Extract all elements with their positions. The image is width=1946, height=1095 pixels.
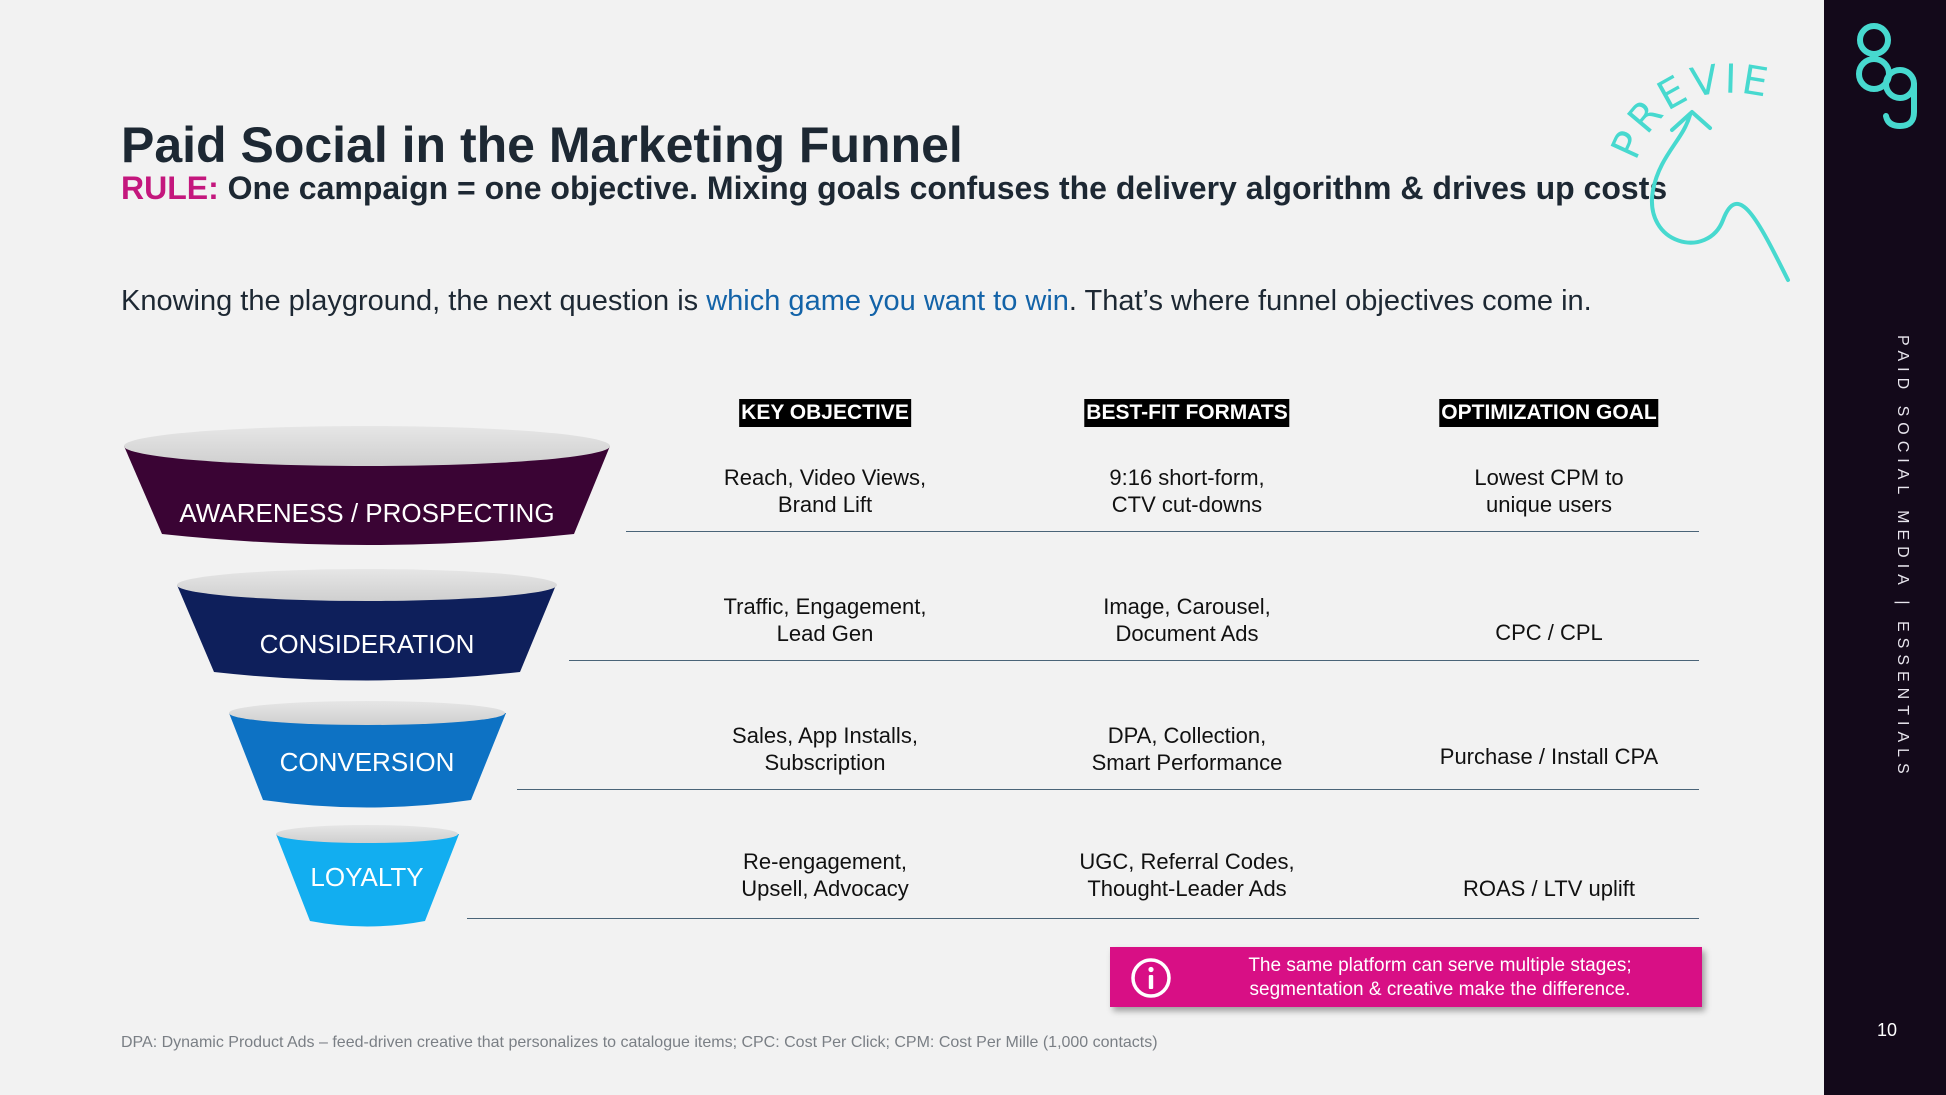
row-divider <box>467 918 1699 919</box>
cell-conversion-goal: Purchase / Install CPA <box>1399 743 1699 770</box>
info-callout: The same platform can serve multiple sta… <box>1110 947 1702 1007</box>
preview-stamp: PREVIEW <box>1608 30 1790 282</box>
funnel-band-loyalty-rim <box>276 825 458 843</box>
cell-awareness-objective: Reach, Video Views, Brand Lift <box>675 464 975 518</box>
marketing-funnel: AWARENESS / PROSPECTING CONSIDERATION CO… <box>124 426 610 927</box>
funnel-band-awareness[interactable]: AWARENESS / PROSPECTING <box>124 426 610 545</box>
preview-arrow-icon <box>1649 113 1790 282</box>
funnel-band-awareness-body <box>124 446 610 545</box>
cell-line: 9:16 short-form, <box>1109 465 1265 490</box>
cell-line: Upsell, Advocacy <box>741 876 909 901</box>
brand-logo <box>1856 23 1917 130</box>
preview-stamp-text: PREVIEW <box>1608 30 1771 166</box>
info-icon <box>1131 958 1171 998</box>
row-divider <box>569 660 1699 661</box>
funnel-band-consideration-body <box>177 585 556 681</box>
funnel-band-conversion-rim <box>229 701 505 725</box>
preview-arrowhead-icon <box>1670 110 1712 132</box>
funnel-label-conversion: CONVERSION <box>280 747 455 777</box>
cell-consideration-formats: Image, Carousel, Document Ads <box>1037 593 1337 647</box>
intro-text: Knowing the playground, the next questio… <box>121 285 1592 318</box>
cell-conversion-formats: DPA, Collection, Smart Performance <box>1037 722 1337 776</box>
funnel-band-conversion[interactable]: CONVERSION <box>229 701 506 808</box>
cell-line: Document Ads <box>1115 621 1259 646</box>
cell-line: Subscription <box>764 750 886 775</box>
cell-line: Lowest CPM to <box>1474 465 1624 490</box>
cell-loyalty-goal: ROAS / LTV uplift <box>1399 875 1699 902</box>
funnel-band-consideration-rim <box>177 569 557 601</box>
cell-loyalty-formats: UGC, Referral Codes, Thought-Leader Ads <box>1037 848 1337 902</box>
funnel-label-consideration: CONSIDERATION <box>260 629 475 659</box>
funnel-band-loyalty[interactable]: LOYALTY <box>276 825 459 927</box>
cell-line: ROAS / LTV uplift <box>1463 876 1635 901</box>
side-panel <box>1824 0 1946 1095</box>
cell-conversion-objective: Sales, App Installs, Subscription <box>675 722 975 776</box>
cell-awareness-goal: Lowest CPM to unique users <box>1399 464 1699 518</box>
side-label: PAID SOCIAL MEDIA | ESSENTIALS <box>1894 335 1911 780</box>
cell-consideration-objective: Traffic, Engagement, Lead Gen <box>675 593 975 647</box>
cell-line: Image, Carousel, <box>1103 594 1271 619</box>
column-header-key-objective: KEY OBJECTIVE <box>739 399 911 427</box>
cell-line: Sales, App Installs, <box>732 723 918 748</box>
cell-line: Brand Lift <box>777 492 873 517</box>
cell-line: CTV cut-downs <box>1111 492 1263 517</box>
cell-line: Thought-Leader Ads <box>1087 876 1287 901</box>
cell-line: CPC / CPL <box>1495 620 1603 645</box>
cell-loyalty-objective: Re-engagement, Upsell, Advocacy <box>675 848 975 902</box>
funnel-band-awareness-rim <box>124 426 610 466</box>
rule-tag: RULE: <box>121 170 219 206</box>
rule-subtitle: RULE: One campaign = one objective. Mixi… <box>121 170 1667 207</box>
svg-text:PREVIEW: PREVIEW <box>1608 30 1775 166</box>
funnel-band-loyalty-body <box>276 834 459 927</box>
page-number: 10 <box>1876 1020 1898 1040</box>
funnel-label-awareness: AWARENESS / PROSPECTING <box>179 498 554 528</box>
cell-line: Traffic, Engagement, <box>723 594 927 619</box>
intro-before: Knowing the playground, the next questio… <box>121 285 707 317</box>
callout-text: The same platform can serve multiple sta… <box>1190 954 1690 1002</box>
cell-line: Re-engagement, <box>743 849 907 874</box>
footnote: DPA: Dynamic Product Ads – feed-driven c… <box>121 1034 1158 1051</box>
callout-line: The same platform can serve multiple sta… <box>1248 955 1632 976</box>
page-title: Paid Social in the Marketing Funnel <box>121 117 963 173</box>
cell-line: Purchase / Install CPA <box>1439 744 1659 769</box>
cell-line: Smart Performance <box>1091 750 1283 775</box>
row-divider <box>517 789 1699 790</box>
rule-text: One campaign = one objective. Mixing goa… <box>218 170 1668 206</box>
cell-line: unique users <box>1486 492 1612 517</box>
cell-awareness-formats: 9:16 short-form, CTV cut-downs <box>1037 464 1337 518</box>
column-header-goal: OPTIMIZATION GOAL <box>1439 399 1659 427</box>
cell-consideration-goal: CPC / CPL <box>1399 619 1699 646</box>
funnel-band-conversion-body <box>229 713 506 808</box>
column-header-formats: BEST-FIT FORMATS <box>1084 399 1290 427</box>
intro-after: . That’s where funnel objectives come in… <box>1068 285 1592 317</box>
slide: Paid Social in the Marketing Funnel RULE… <box>121 30 1790 1051</box>
cell-line: DPA, Collection, <box>1107 723 1267 748</box>
cell-line: Lead Gen <box>776 621 874 646</box>
funnel-band-consideration[interactable]: CONSIDERATION <box>177 569 557 681</box>
intro-highlight: which game you want to win <box>706 285 1069 317</box>
callout-line: segmentation & creative make the differe… <box>1249 979 1631 1000</box>
cell-line: Reach, Video Views, <box>723 465 927 490</box>
row-divider <box>626 531 1699 532</box>
funnel-label-loyalty: LOYALTY <box>310 862 423 892</box>
cell-line: UGC, Referral Codes, <box>1079 849 1295 874</box>
